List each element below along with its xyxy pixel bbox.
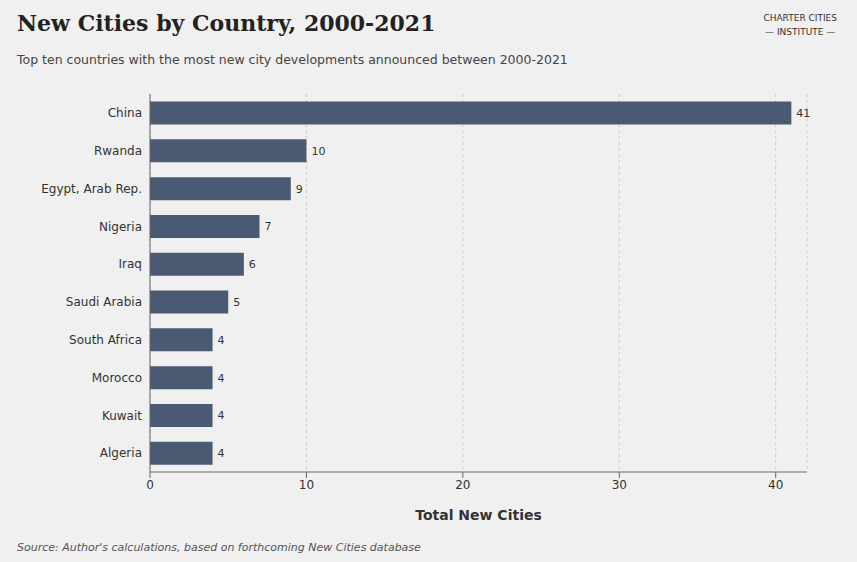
html-text:New Cities by Country, 2000-20: New Cities by Country, 2000-2021 [17, 10, 436, 36]
svg-text:40: 40 [768, 478, 783, 492]
svg-text:South Africa: South Africa [69, 333, 142, 347]
html-text:— INSTITUTE —: — INSTITUTE — [765, 26, 836, 37]
svg-text:Total New Cities: Total New Cities [415, 507, 542, 523]
svg-text:10: 10 [299, 478, 314, 492]
svg-text:Saudi Arabia: Saudi Arabia [66, 295, 142, 309]
svg-text:9: 9 [296, 183, 303, 196]
svg-text:4: 4 [218, 372, 225, 385]
svg-text:4: 4 [218, 447, 225, 460]
svg-text:7: 7 [265, 220, 272, 233]
svg-text:0: 0 [146, 478, 154, 492]
svg-text:Egypt, Arab Rep.: Egypt, Arab Rep. [41, 182, 142, 196]
svg-text:Kuwait: Kuwait [102, 409, 142, 423]
svg-text:Nigeria: Nigeria [99, 220, 142, 234]
svg-text:Rwanda: Rwanda [94, 144, 142, 158]
svg-text:30: 30 [612, 478, 627, 492]
svg-text:4: 4 [218, 409, 225, 422]
html-text:Source: Author's calculations,: Source: Author's calculations, based on … [17, 541, 421, 554]
svg-text:4: 4 [218, 334, 225, 347]
svg-text:41: 41 [796, 107, 810, 120]
svg-text:Iraq: Iraq [119, 257, 142, 271]
svg-text:20: 20 [455, 478, 470, 492]
svg-text:Morocco: Morocco [92, 371, 142, 385]
html-text:CHARTER CITIES: CHARTER CITIES [763, 13, 837, 23]
svg-text:China: China [108, 106, 142, 120]
html-text:Top ten countries with the mos: Top ten countries with the most new city… [17, 52, 568, 67]
svg-text:5: 5 [233, 296, 240, 309]
svg-text:Algeria: Algeria [100, 446, 142, 460]
svg-text:6: 6 [249, 258, 256, 271]
svg-text:10: 10 [311, 145, 325, 158]
